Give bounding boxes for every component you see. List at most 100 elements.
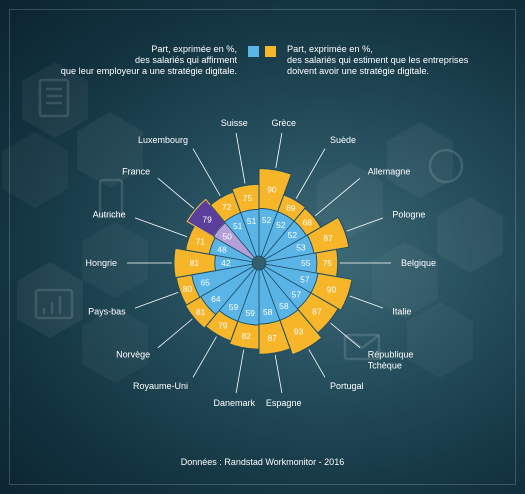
category-label: Grèce bbox=[271, 118, 296, 128]
document-icon bbox=[38, 78, 70, 118]
leader-line bbox=[192, 336, 217, 378]
legend-left-line-3: que leur employeur a une stratégie digit… bbox=[60, 66, 237, 76]
outer-value-label: 75 bbox=[243, 193, 253, 203]
inner-value-label: 57 bbox=[292, 289, 302, 299]
inner-value-label: 59 bbox=[229, 302, 239, 312]
outer-value-label: 80 bbox=[183, 284, 193, 294]
category-label: Hongrie bbox=[85, 258, 117, 268]
outer-value-label: 79 bbox=[202, 215, 212, 225]
category-label: Norvège bbox=[116, 349, 150, 359]
chart-icon bbox=[34, 288, 74, 320]
outer-value-label: 90 bbox=[327, 284, 337, 294]
background-hexagon bbox=[387, 122, 453, 198]
leader-line bbox=[308, 349, 326, 378]
outer-value-label: 82 bbox=[241, 331, 251, 341]
inner-bar bbox=[240, 209, 260, 257]
legend-left-line-1: Part, exprimée en %, bbox=[151, 44, 237, 54]
inner-value-label: 64 bbox=[211, 294, 221, 304]
legend-right-line-3: doivent avoir une stratégie digitale. bbox=[287, 66, 429, 76]
legend-right-line-1: Part, exprimée en %, bbox=[287, 44, 373, 54]
category-label: Luxembourg bbox=[138, 135, 188, 145]
category-label: Danemark bbox=[214, 398, 256, 408]
background-hexagon bbox=[372, 242, 438, 318]
leader-line bbox=[274, 354, 283, 394]
outer-value-label: 87 bbox=[312, 307, 322, 317]
leader-line bbox=[235, 349, 245, 394]
outer-value-label: 71 bbox=[196, 237, 206, 247]
inner-value-label: 58 bbox=[279, 301, 289, 311]
inner-value-label: 59 bbox=[245, 308, 255, 318]
category-label: Allemagne bbox=[368, 167, 411, 177]
inner-value-label: 50 bbox=[222, 231, 232, 241]
leader-line bbox=[192, 148, 221, 197]
background-hexagon bbox=[82, 307, 148, 383]
background-hexagon bbox=[82, 222, 148, 298]
leader-line bbox=[295, 148, 326, 199]
category-label-layer: Grèce Suède Allemagne Pologne Belgique Italie… bbox=[85, 118, 436, 408]
inner-value-label: 55 bbox=[301, 258, 311, 268]
category-label: Autriche bbox=[93, 209, 126, 219]
category-label: Espagne bbox=[266, 398, 302, 408]
leader-line bbox=[235, 132, 246, 184]
leader-line bbox=[314, 177, 361, 217]
inner-value-label: 42 bbox=[221, 258, 231, 268]
outer-value-label: 79 bbox=[218, 321, 228, 331]
category-label: Italie bbox=[392, 307, 411, 317]
outer-value-label: 93 bbox=[294, 327, 304, 337]
outer-value-label: 81 bbox=[190, 258, 200, 268]
category-label: Pologne bbox=[392, 209, 425, 219]
category-label: France bbox=[122, 167, 150, 177]
outer-value-label: 68 bbox=[303, 218, 313, 228]
inner-value-label: 48 bbox=[217, 245, 227, 255]
category-label: Royaume-Uni bbox=[133, 381, 188, 391]
inner-value-label: 57 bbox=[300, 275, 310, 285]
category-label: Suisse bbox=[221, 118, 248, 128]
legend-swatch-blue bbox=[248, 46, 259, 57]
inner-value-label: 52 bbox=[276, 220, 286, 230]
outer-value-label: 72 bbox=[222, 202, 232, 212]
legend-left-line-2: des salariés qui affirment bbox=[135, 55, 237, 65]
outer-value-label: 90 bbox=[267, 185, 277, 195]
background-hexagon bbox=[17, 262, 83, 338]
background-hexagon bbox=[2, 132, 68, 208]
legend-swatch-orange bbox=[265, 46, 276, 57]
background-hexagon bbox=[77, 112, 143, 188]
phone-icon bbox=[98, 178, 124, 218]
legend-employer-strategy: Part, exprimée en %, des salariés qui af… bbox=[61, 44, 237, 77]
outer-value-label: 87 bbox=[323, 233, 333, 243]
category-label: Pays-bas bbox=[88, 307, 126, 317]
inner-value-label: 58 bbox=[263, 307, 273, 317]
leader-line bbox=[346, 217, 384, 232]
category-label: Belgique bbox=[401, 258, 436, 268]
inner-value-label: 52 bbox=[288, 230, 298, 240]
mail-icon bbox=[343, 333, 381, 361]
background-hexagon bbox=[437, 197, 503, 273]
leader-line bbox=[275, 132, 283, 169]
background-hexagon bbox=[22, 62, 88, 138]
category-label: République Tchèque bbox=[368, 349, 414, 370]
legend-companies-should: Part, exprimée en %, des salariés qui es… bbox=[287, 44, 468, 77]
inner-value-label: 65 bbox=[200, 278, 210, 288]
leader-line bbox=[349, 295, 384, 309]
leader-line bbox=[157, 318, 193, 349]
leader-line bbox=[134, 217, 188, 238]
outer-value-label: 69 bbox=[286, 203, 296, 213]
grid-icon bbox=[428, 148, 464, 184]
category-label: Suède bbox=[330, 135, 356, 145]
outer-value-label: 81 bbox=[196, 307, 206, 317]
background-hexagon bbox=[407, 302, 473, 378]
background-hexagon bbox=[317, 162, 383, 238]
category-label: Portugal bbox=[330, 381, 364, 391]
leader-line bbox=[330, 322, 361, 349]
source-note: Données : Randstad Workmonitor - 2016 bbox=[180, 457, 345, 467]
leader-line bbox=[134, 292, 179, 309]
outer-value-label: 75 bbox=[323, 258, 333, 268]
inner-value-label: 51 bbox=[233, 221, 243, 231]
inner-value-label: 51 bbox=[247, 216, 257, 226]
inner-value-label: 52 bbox=[262, 215, 272, 225]
legend-right-line-2: des salariés qui estiment que les entrep… bbox=[287, 55, 469, 65]
